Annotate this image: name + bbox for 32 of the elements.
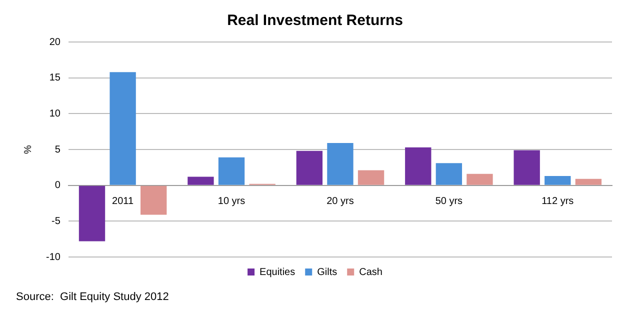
y-tick-label: 15: [49, 72, 61, 84]
x-tick-label: 50 yrs: [435, 196, 463, 208]
legend-label: Equities: [260, 266, 296, 278]
bar: [78, 186, 106, 242]
x-tick-label: 112 yrs: [542, 196, 574, 208]
y-axis-title: %: [22, 144, 34, 154]
bar: [110, 72, 136, 185]
bar: [575, 178, 602, 185]
y-tick-label: 0: [54, 180, 61, 192]
x-tick-label: 20 yrs: [326, 196, 354, 208]
legend-label: Gilts: [317, 266, 338, 278]
bar: [514, 150, 540, 185]
y-tick-label: -5: [52, 216, 61, 227]
y-tick-label: -10: [46, 252, 61, 263]
chart-title: Real Investment Returns: [227, 12, 403, 30]
legend-label: Cash: [359, 266, 382, 278]
bar: [218, 157, 245, 185]
bar: [405, 147, 432, 185]
bar: [327, 143, 354, 185]
x-tick-label: 10 yrs: [218, 196, 246, 208]
bar: [296, 150, 323, 185]
bar: [436, 163, 462, 185]
bar: [544, 176, 571, 185]
y-tick-label: 20: [49, 36, 61, 48]
x-tick-label: 2011: [112, 196, 134, 208]
bar: [188, 176, 214, 185]
bar: [466, 174, 493, 185]
bar: [358, 170, 384, 185]
source-note: Source: Gilt Equity Study 2012: [15, 291, 170, 303]
y-tick-label: 5: [54, 144, 61, 156]
bar: [140, 186, 167, 215]
y-tick-label: 10: [49, 108, 61, 120]
